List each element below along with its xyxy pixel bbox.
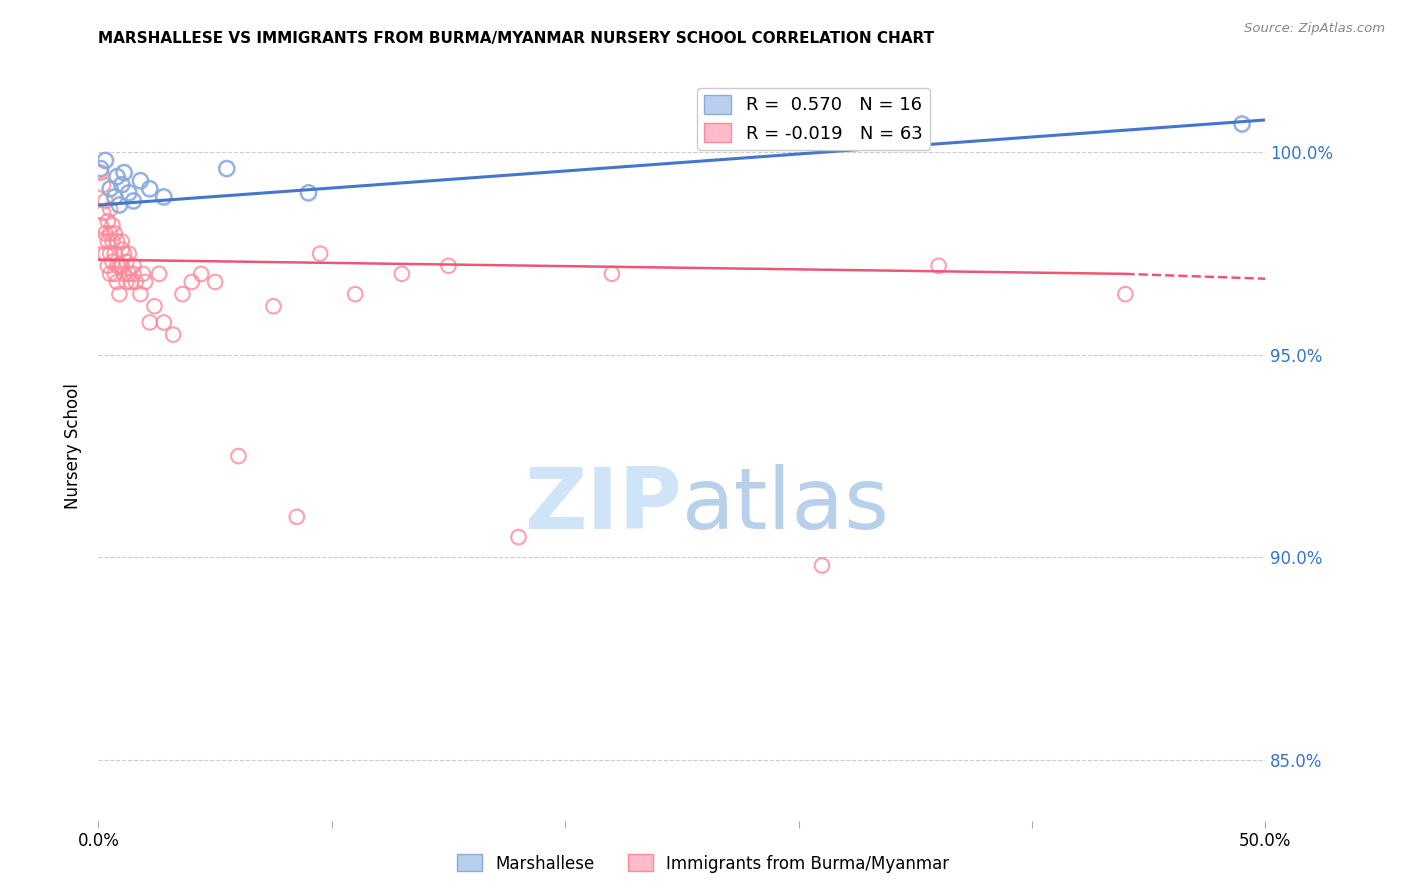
Point [152, 316, 174, 330]
Point [122, 259, 145, 273]
Point [90, 161, 112, 176]
Point [90, 219, 112, 233]
Text: MARSHALLESE VS IMMIGRANTS FROM BURMA/MYANMAR NURSERY SCHOOL CORRELATION CHART: MARSHALLESE VS IMMIGRANTS FROM BURMA/MYA… [98, 31, 935, 46]
Point [90, 166, 112, 180]
Point [228, 449, 250, 463]
Point [105, 169, 128, 184]
Point [101, 254, 124, 268]
Point [104, 190, 127, 204]
Text: atlas: atlas [682, 465, 890, 548]
Legend: R =  0.570   N = 16, R = -0.019   N = 63: R = 0.570 N = 16, R = -0.019 N = 63 [697, 88, 929, 150]
Point [928, 259, 950, 273]
Point [180, 275, 202, 289]
Point [111, 243, 134, 257]
Point [108, 198, 131, 212]
Point [204, 275, 226, 289]
Point [94, 194, 117, 208]
Point [125, 275, 148, 289]
Point [118, 246, 141, 260]
Legend: Marshallese, Immigrants from Burma/Myanmar: Marshallese, Immigrants from Burma/Myanm… [450, 847, 956, 880]
Point [600, 267, 623, 281]
Text: Source: ZipAtlas.com: Source: ZipAtlas.com [1244, 22, 1385, 36]
Point [94, 246, 117, 260]
Point [111, 235, 134, 249]
Point [118, 267, 141, 281]
Point [134, 275, 156, 289]
Point [129, 174, 152, 188]
Point [139, 316, 162, 330]
Point [94, 153, 117, 168]
Point [108, 259, 131, 273]
Point [111, 259, 134, 273]
Point [101, 235, 124, 249]
Point [98, 182, 121, 196]
Point [98, 246, 121, 260]
Point [285, 509, 308, 524]
Point [143, 299, 166, 313]
Point [97, 214, 120, 228]
Point [91, 235, 114, 249]
Point [91, 178, 114, 192]
Point [112, 246, 135, 260]
Point [139, 182, 162, 196]
Point [811, 558, 834, 573]
Point [112, 267, 135, 281]
Point [98, 267, 121, 281]
Point [344, 287, 367, 301]
Point [508, 530, 530, 544]
Point [309, 246, 332, 260]
Point [97, 259, 120, 273]
Point [1230, 117, 1253, 131]
Point [162, 327, 184, 342]
Point [94, 227, 117, 241]
Point [98, 227, 121, 241]
Point [91, 206, 114, 220]
Point [1114, 287, 1136, 301]
Point [122, 194, 145, 208]
Y-axis label: Nursery School: Nursery School [65, 383, 83, 509]
Point [97, 235, 120, 249]
Point [105, 275, 128, 289]
Point [190, 267, 212, 281]
Point [115, 254, 138, 268]
Point [118, 186, 141, 200]
Point [105, 259, 128, 273]
Point [391, 267, 413, 281]
Point [104, 227, 127, 241]
Point [108, 287, 131, 301]
Point [262, 299, 284, 313]
Point [132, 267, 155, 281]
Point [172, 287, 194, 301]
Point [98, 202, 121, 216]
Point [215, 161, 238, 176]
Point [120, 275, 142, 289]
Point [111, 178, 134, 192]
Point [148, 267, 170, 281]
Point [105, 235, 128, 249]
Point [152, 190, 174, 204]
Point [129, 287, 152, 301]
Point [297, 186, 319, 200]
Text: ZIP: ZIP [524, 465, 682, 548]
Point [112, 166, 135, 180]
Point [437, 259, 460, 273]
Point [101, 219, 124, 233]
Point [104, 267, 127, 281]
Point [104, 246, 127, 260]
Point [115, 275, 138, 289]
Point [122, 267, 145, 281]
